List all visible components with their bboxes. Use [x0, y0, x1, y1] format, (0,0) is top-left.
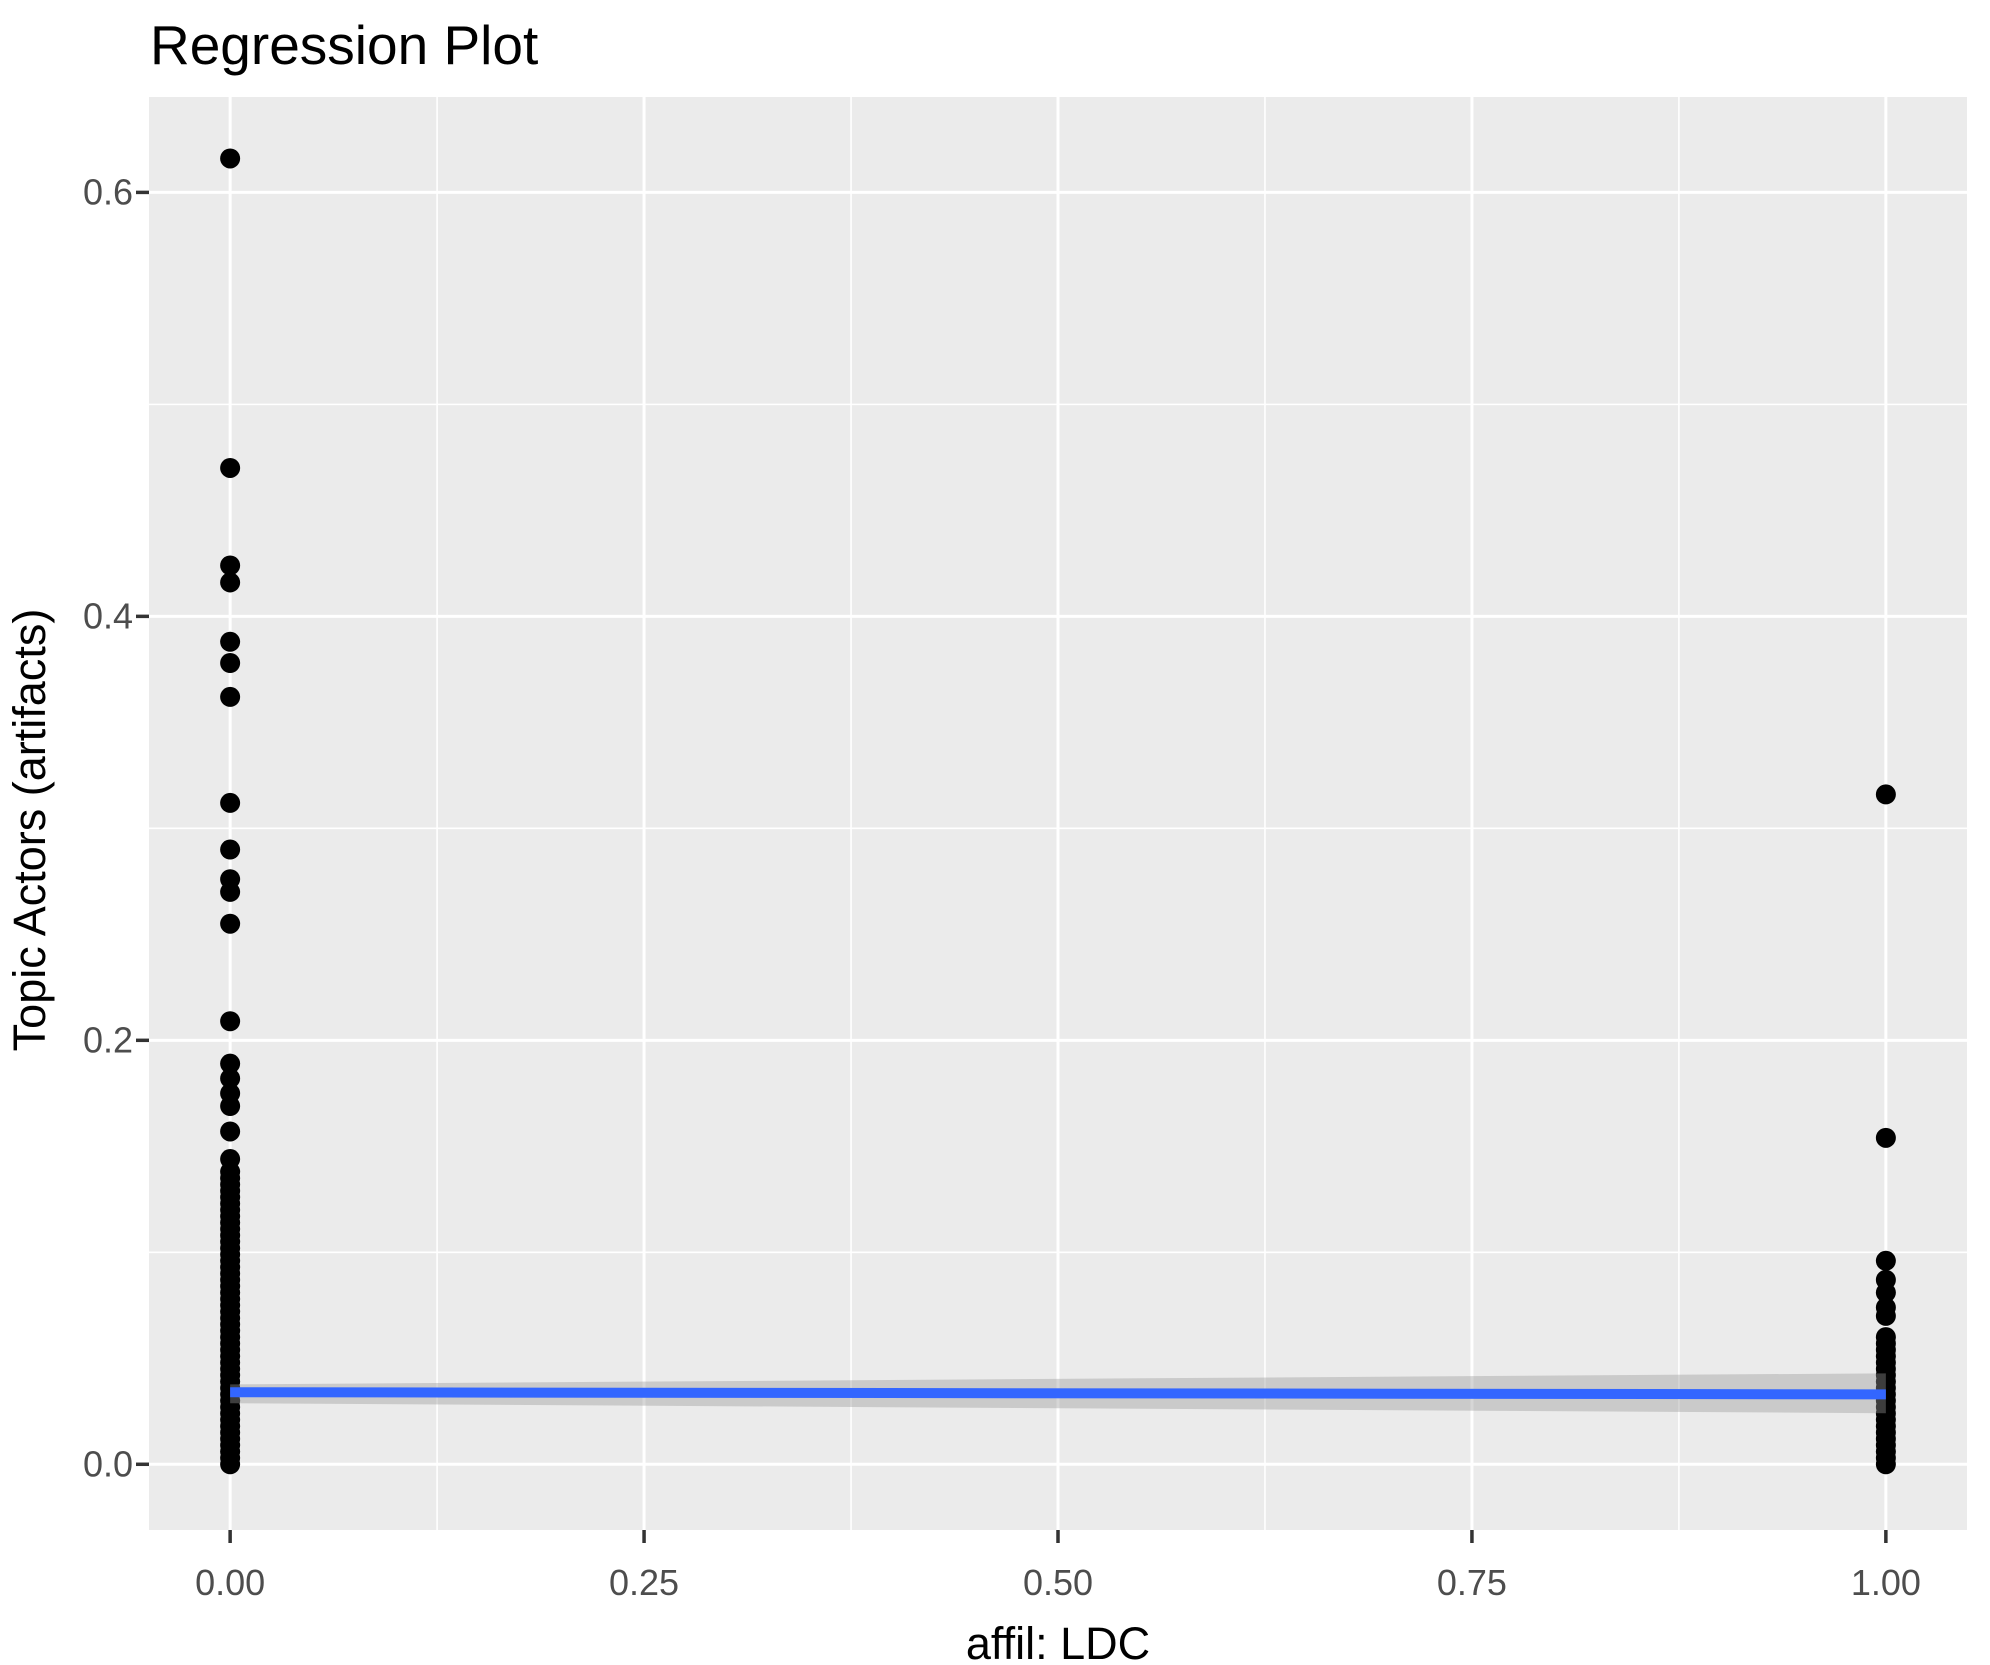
y-tick-label: 0.4 [83, 595, 133, 636]
regression-line [230, 1387, 1886, 1400]
scatter-points [220, 148, 1896, 1475]
data-point [220, 792, 241, 813]
x-tick-label: 1.00 [1851, 1562, 1921, 1603]
y-tick-label: 0.2 [83, 1019, 133, 1060]
data-point [220, 913, 241, 934]
data-point [220, 839, 241, 860]
data-point [220, 869, 241, 890]
data-point [220, 631, 241, 652]
data-point [1875, 784, 1896, 805]
data-point [220, 572, 241, 593]
data-point [220, 652, 241, 673]
data-point [220, 1149, 241, 1170]
y-tick-label: 0.6 [83, 171, 133, 212]
x-tick-label: 0.00 [195, 1562, 265, 1603]
data-point [220, 1011, 241, 1032]
data-point [220, 1053, 241, 1074]
data-point [220, 1083, 241, 1104]
x-tick-label: 0.75 [1437, 1562, 1507, 1603]
x-tick-label: 0.50 [1023, 1562, 1093, 1603]
y-axis-tick-labels: 0.0 0.2 0.4 0.6 [83, 171, 133, 1484]
x-axis-tick-labels: 0.00 0.25 0.50 0.75 1.00 [195, 1562, 1921, 1603]
y-axis-title: Topic Actors (artifacts) [4, 609, 55, 1052]
data-point [1875, 1250, 1896, 1271]
plot-title: Regression Plot [150, 14, 538, 76]
data-point [220, 1121, 241, 1142]
data-point [1875, 1127, 1896, 1148]
data-point [1875, 1269, 1896, 1290]
data-point [220, 148, 241, 169]
x-tick-label: 0.25 [609, 1562, 679, 1603]
x-axis-title: affil: LDC [966, 1618, 1150, 1665]
data-point [220, 457, 241, 478]
data-point [1875, 1297, 1896, 1318]
data-point [220, 1068, 241, 1089]
y-tick-label: 0.0 [83, 1443, 133, 1484]
data-point [220, 686, 241, 707]
data-point [1875, 1327, 1896, 1348]
axis-tick-marks [136, 190, 1888, 1543]
data-point [220, 555, 241, 576]
